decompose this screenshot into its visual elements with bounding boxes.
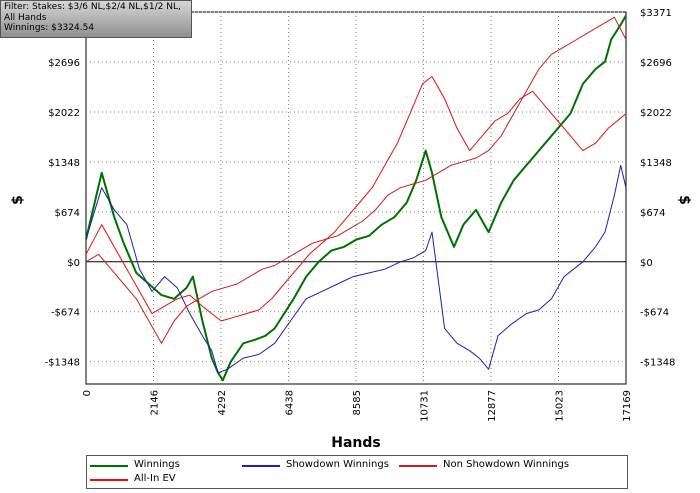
x-tick-label: 0 bbox=[82, 390, 93, 396]
legend-swatch bbox=[90, 479, 128, 481]
series-line-all-in-ev bbox=[85, 76, 627, 322]
legend-swatch bbox=[90, 465, 128, 467]
x-tick-label: 12877 bbox=[487, 390, 498, 422]
y-tick-label-left: -$674 bbox=[51, 308, 80, 319]
x-tick-label: 8585 bbox=[352, 390, 363, 415]
y-tick-label-right: -$674 bbox=[640, 308, 669, 319]
legend-label: Showdown Winnings bbox=[286, 459, 389, 470]
y-tick-label-right: $3371 bbox=[640, 8, 672, 19]
series-group bbox=[85, 15, 627, 382]
x-tick-label: 15023 bbox=[555, 390, 566, 422]
legend-swatch bbox=[242, 465, 280, 467]
y-tick-label-right: $2022 bbox=[640, 108, 672, 119]
y-tick-label-right: $674 bbox=[640, 208, 665, 219]
legend: Winnings Showdown Winnings Non Showdown … bbox=[86, 455, 628, 489]
x-tick-label: 17169 bbox=[622, 390, 633, 422]
x-axis-label: Hands bbox=[331, 435, 381, 451]
y-axis-label-right: $ bbox=[676, 195, 692, 205]
y-axis-label-left: $ bbox=[10, 195, 26, 205]
legend-label: Winnings bbox=[134, 459, 180, 470]
y-tick-label-right: $2696 bbox=[640, 58, 672, 69]
y-tick-label-left: $2696 bbox=[48, 58, 80, 69]
y-tick-label-right: $1348 bbox=[640, 158, 672, 169]
filter-line: Filter: Stakes: $3/6 NL,$2/4 NL,$1/2 NL, bbox=[4, 2, 181, 12]
x-tick-label: 4292 bbox=[217, 390, 228, 415]
x-tick-label: 6438 bbox=[284, 390, 295, 415]
series-line-winnings bbox=[85, 15, 627, 382]
y-tick-label-right: -$1348 bbox=[640, 358, 675, 369]
y-tick-label-right: $0 bbox=[640, 258, 653, 269]
y-tick-label-left: $674 bbox=[55, 208, 80, 219]
filter-line: All Hands bbox=[4, 12, 47, 23]
legend-label: All-In EV bbox=[134, 473, 176, 484]
legend-label: Non Showdown Winnings bbox=[443, 459, 570, 470]
grid-lines bbox=[86, 11, 626, 384]
filter-info-box: Filter: Stakes: $3/6 NL,$2/4 NL,$1/2 NL,… bbox=[0, 0, 192, 38]
x-tick-label: 2146 bbox=[149, 390, 160, 415]
x-axis: 0 2146 4292 6438 8585 10731 12877 15023 17169 bbox=[82, 390, 633, 422]
y-tick-label-left: -$1348 bbox=[45, 358, 80, 369]
y-axis-left: $3371$2696$2022$1348$674$0-$674-$1348 bbox=[45, 8, 80, 369]
x-tick-label: 10731 bbox=[420, 390, 431, 422]
y-tick-label-left: $1348 bbox=[48, 158, 80, 169]
legend-swatch bbox=[399, 465, 437, 467]
series-line-non-showdown-winnings bbox=[85, 16, 627, 344]
y-tick-label-left: $2022 bbox=[48, 108, 80, 119]
y-tick-label-left: $0 bbox=[67, 258, 80, 269]
y-axis-right: $3371 $2696 $2022 $1348 $674 $0 -$674 -$1348 bbox=[640, 8, 675, 369]
series-line-showdown-winnings bbox=[85, 164, 627, 374]
filter-line: Winnings: $3324.54 bbox=[4, 23, 95, 33]
